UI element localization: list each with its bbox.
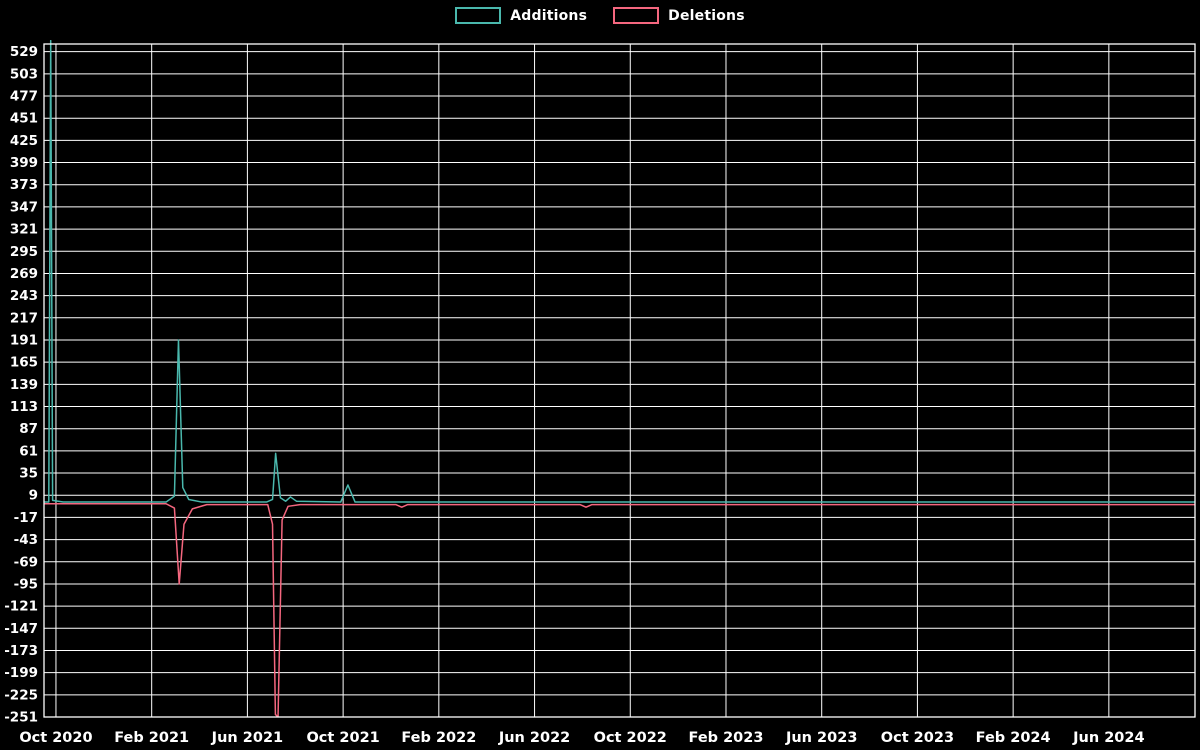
svg-text:-69: -69	[14, 554, 38, 570]
svg-text:35: 35	[19, 466, 38, 482]
svg-text:61: 61	[19, 443, 38, 459]
svg-text:Jun 2022: Jun 2022	[498, 730, 570, 746]
series-lines	[44, 40, 1195, 717]
svg-text:477: 477	[10, 89, 38, 105]
svg-text:Oct 2022: Oct 2022	[594, 730, 667, 746]
deletions-swatch-icon	[613, 7, 660, 24]
svg-text:347: 347	[10, 199, 38, 215]
svg-text:373: 373	[10, 177, 38, 193]
additions-line	[44, 40, 1195, 503]
axis-labels: 529 503 477 451 425 399 373 347 321 295 269 243 217 1…	[4, 44, 1144, 746]
svg-text:321: 321	[10, 222, 38, 238]
svg-text:-173: -173	[4, 643, 38, 659]
chart-legend: Additions Deletions	[0, 7, 1200, 24]
svg-text:-147: -147	[4, 621, 38, 637]
gridlines	[44, 44, 1195, 718]
svg-text:Oct 2020: Oct 2020	[19, 730, 92, 746]
svg-text:-121: -121	[4, 599, 38, 615]
plot-border	[43, 43, 1196, 718]
svg-text:Feb 2021: Feb 2021	[114, 730, 189, 746]
svg-text:399: 399	[10, 155, 38, 171]
svg-text:Feb 2024: Feb 2024	[976, 730, 1051, 746]
svg-text:Jun 2024: Jun 2024	[1072, 730, 1144, 746]
legend-item-additions: Additions	[455, 7, 587, 24]
svg-text:-251: -251	[4, 710, 38, 726]
svg-text:503: 503	[10, 66, 38, 82]
svg-text:243: 243	[10, 288, 38, 304]
svg-text:165: 165	[10, 355, 38, 371]
svg-text:529: 529	[10, 44, 38, 60]
svg-text:139: 139	[10, 377, 38, 393]
additions-swatch-icon	[455, 7, 502, 24]
svg-text:295: 295	[10, 244, 38, 260]
svg-text:Oct 2021: Oct 2021	[306, 730, 379, 746]
svg-text:87: 87	[19, 421, 38, 437]
svg-text:Feb 2023: Feb 2023	[689, 730, 764, 746]
svg-text:-225: -225	[4, 687, 38, 703]
deletions-line	[44, 503, 1195, 717]
legend-item-deletions: Deletions	[613, 7, 745, 24]
svg-text:-17: -17	[14, 510, 38, 526]
svg-text:425: 425	[10, 133, 38, 149]
legend-label-additions: Additions	[510, 7, 588, 24]
svg-text:Jun 2021: Jun 2021	[211, 730, 283, 746]
svg-text:269: 269	[10, 266, 38, 282]
svg-text:-95: -95	[14, 576, 38, 592]
svg-text:-43: -43	[14, 532, 38, 548]
svg-text:Feb 2022: Feb 2022	[401, 730, 476, 746]
svg-text:217: 217	[10, 310, 38, 326]
svg-text:9: 9	[29, 488, 38, 504]
svg-text:Jun 2023: Jun 2023	[785, 730, 857, 746]
svg-text:-199: -199	[4, 665, 38, 681]
svg-text:451: 451	[10, 111, 38, 127]
legend-label-deletions: Deletions	[668, 7, 745, 24]
svg-text:Oct 2023: Oct 2023	[881, 730, 954, 746]
svg-text:191: 191	[10, 332, 38, 348]
svg-text:113: 113	[10, 399, 38, 415]
